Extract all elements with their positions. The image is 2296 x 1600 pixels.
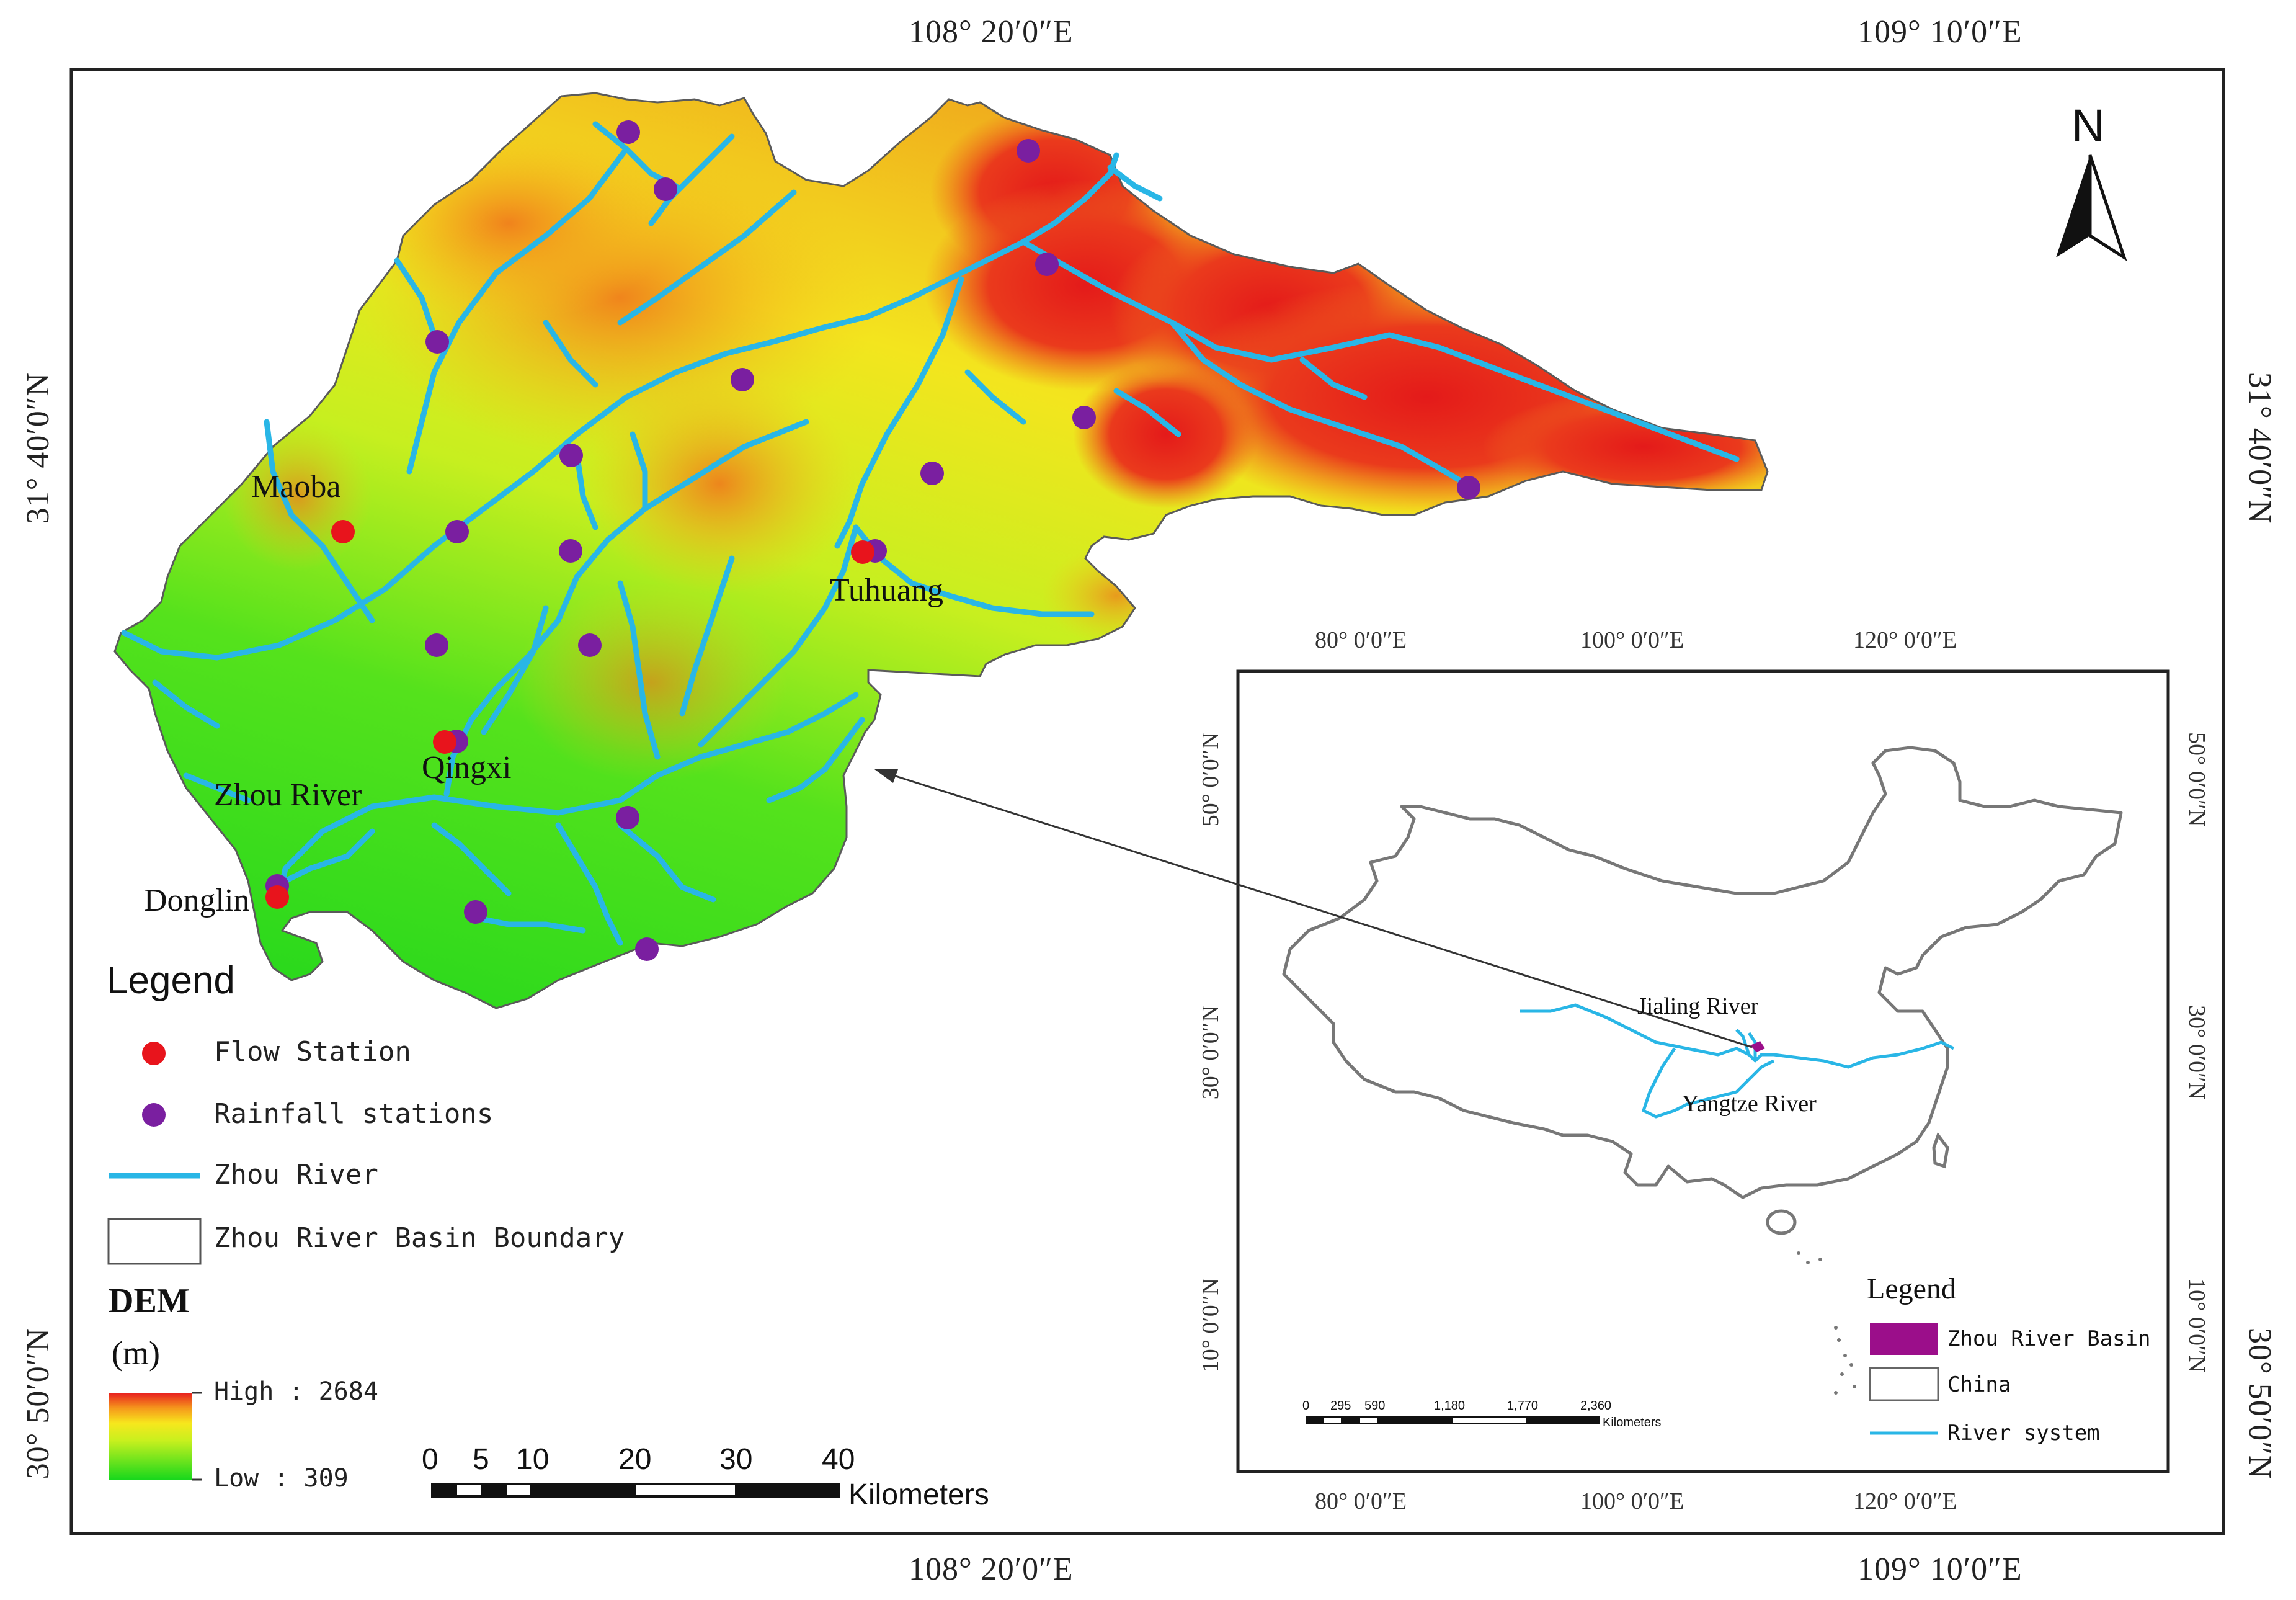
inset-frame (1236, 669, 2170, 1473)
china-outline (1282, 746, 2123, 1199)
inset-legend-river: River system (1947, 1421, 2100, 1446)
scale-tick-40: 40 (822, 1443, 855, 1476)
right-coord-1: 31° 40′0″N (2242, 372, 2277, 524)
inset-left-coord-1: 50° 0′0″N (1198, 732, 1224, 827)
inset-scale-295: 295 (1330, 1399, 1351, 1413)
inset-top-coord-3: 120° 0′0″E (1853, 627, 1957, 653)
pointer-line (883, 771, 1753, 1048)
inset-left-coord-2: 30° 0′0″N (1198, 1005, 1224, 1100)
rainfall-station-marker (464, 900, 487, 924)
stations-layer (265, 120, 1480, 961)
flow-station-marker (433, 730, 456, 754)
inset-basin-location (1750, 1041, 1765, 1052)
inset-top-coord-2: 100° 0′0″E (1580, 627, 1684, 653)
flow-station-marker (331, 520, 355, 543)
inset-label-yangtze: Yangtze River (1682, 1091, 1817, 1117)
rainfall-station-legend-dot (142, 1103, 166, 1127)
inset-label-jialing: Jialing River (1637, 993, 1759, 1019)
place-qingxi: Qingxi (422, 750, 512, 785)
inset-left-coord-3: 10° 0′0″N (1198, 1278, 1224, 1373)
legend-title: Legend (107, 959, 235, 1002)
north-label: N (2071, 100, 2105, 151)
inset-scale-bar (1306, 1416, 1600, 1424)
rainfall-station-marker (425, 633, 448, 657)
inset-right-coord-3: 10° 0′0″N (2184, 1278, 2210, 1373)
legend-rainfall-stations: Rainfall stations (214, 1098, 494, 1130)
flow-station-marker (851, 540, 874, 564)
scale-bar-graphic (431, 1483, 840, 1498)
inset-scale-unit: Kilometers (1603, 1416, 1662, 1429)
dem-unit: (m) (112, 1334, 160, 1372)
bottom-coord-1: 108° 20′0″E (909, 1552, 1074, 1587)
pointer-arrowhead (874, 769, 898, 783)
rainfall-station-marker (1017, 139, 1040, 163)
scale-tick-20: 20 (618, 1443, 652, 1476)
inset-bottom-coord-1: 80° 0′0″E (1315, 1488, 1407, 1514)
top-coord-2: 109° 10′0″E (1858, 14, 2022, 50)
rainfall-station-marker (1457, 476, 1480, 499)
inset-bottom-coord-3: 120° 0′0″E (1853, 1488, 1957, 1514)
legend-zhou-river: Zhou River (214, 1159, 378, 1191)
north-arrow-icon (2056, 154, 2127, 261)
place-donglin: Donglin (144, 883, 250, 918)
inset-legend-title: Legend (1867, 1272, 1956, 1305)
legend-basin-boundary: Zhou River Basin Boundary (214, 1222, 625, 1254)
rainfall-station-marker (559, 444, 583, 467)
inset-right-coord-2: 30° 0′0″N (2184, 1005, 2210, 1100)
dem-low-label: Low : 309 (214, 1464, 349, 1493)
inset-scale-1770: 1,770 (1507, 1399, 1539, 1413)
bottom-coord-2: 109° 10′0″E (1858, 1552, 2022, 1587)
inset-river-system (1520, 1003, 1955, 1119)
rainfall-station-marker (1072, 406, 1096, 429)
right-coord-2: 30° 50′0″N (2242, 1328, 2277, 1480)
scale-tick-30: 30 (719, 1443, 753, 1476)
rainfall-station-marker (635, 937, 659, 961)
rainfall-station-marker (616, 806, 639, 829)
rainfall-station-marker (425, 330, 449, 354)
dem-high-label: High : 2684 (214, 1377, 378, 1406)
boundary-legend-box (107, 1218, 202, 1265)
legend-flow-station: Flow Station (214, 1036, 411, 1068)
hainan-outline (1766, 1209, 1797, 1235)
place-zhou-river: Zhou River (214, 777, 362, 813)
inset-bottom-coord-2: 100° 0′0″E (1580, 1488, 1684, 1514)
left-coord-2: 30° 50′0″N (20, 1328, 56, 1480)
rainfall-station-marker (654, 177, 677, 201)
rainfall-station-marker (559, 539, 582, 563)
dem-ramp (109, 1393, 192, 1480)
inset-legend-basin: Zhou River Basin (1947, 1326, 2151, 1351)
rainfall-station-marker (616, 120, 640, 144)
taiwan-outline (1932, 1132, 1949, 1169)
rainfall-station-marker (920, 462, 944, 485)
top-coord-1: 108° 20′0″E (909, 14, 1074, 50)
rainfall-station-marker (578, 633, 602, 657)
place-tuhuang: Tuhuang (830, 573, 944, 608)
inset-scale-1180: 1,180 (1434, 1399, 1466, 1413)
scale-tick-10: 10 (516, 1443, 550, 1476)
scale-tick-5: 5 (473, 1443, 489, 1476)
dem-title: DEM (109, 1282, 190, 1320)
inset-scale-590: 590 (1364, 1399, 1386, 1413)
scale-unit: Kilometers (848, 1478, 989, 1511)
left-coord-1: 31° 40′0″N (20, 372, 56, 524)
flow-station-legend-dot (142, 1042, 166, 1065)
rainfall-station-marker (1035, 253, 1059, 276)
inset-scale-2360: 2,360 (1580, 1399, 1612, 1413)
inset-basin-legend-box (1870, 1323, 1938, 1355)
inset-china-legend-box (1869, 1367, 1939, 1401)
scale-tick-0: 0 (422, 1443, 438, 1476)
south-sea-islands (1797, 1251, 1856, 1395)
flow-station-marker (265, 885, 289, 909)
inset-legend-china: China (1947, 1372, 2011, 1397)
place-maoba: Maoba (251, 469, 341, 504)
rainfall-station-marker (445, 520, 469, 543)
rainfall-station-marker (731, 368, 754, 391)
inset-right-coord-1: 50° 0′0″N (2184, 732, 2210, 827)
inset-scale-0: 0 (1302, 1399, 1310, 1413)
inset-top-coord-1: 80° 0′0″E (1315, 627, 1407, 653)
